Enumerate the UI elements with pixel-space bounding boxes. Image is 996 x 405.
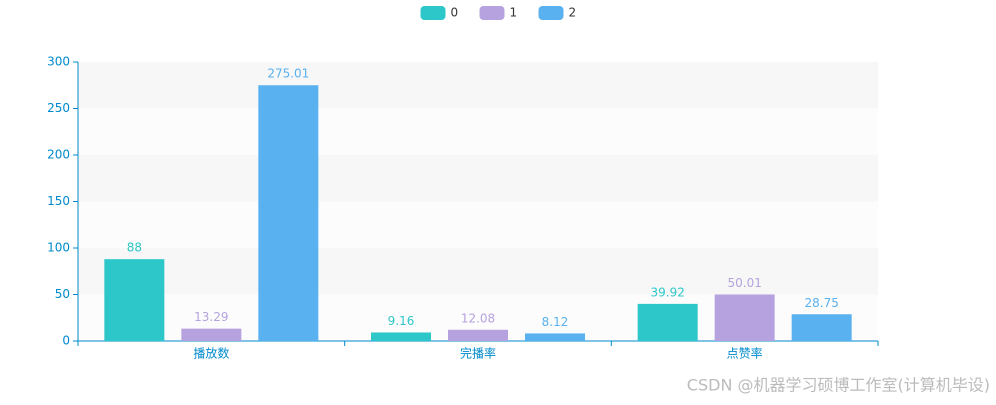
value-label: 13.29 bbox=[194, 310, 228, 324]
y-tick-label: 50 bbox=[55, 287, 70, 301]
value-label: 275.01 bbox=[267, 67, 309, 81]
bar bbox=[258, 85, 319, 342]
bar bbox=[791, 314, 852, 341]
x-tick-label: 播放数 bbox=[193, 346, 229, 361]
legend-swatch[interactable] bbox=[538, 6, 564, 20]
y-tick-label: 300 bbox=[47, 55, 70, 69]
legend-label[interactable]: 1 bbox=[510, 6, 518, 20]
split-area bbox=[78, 201, 878, 248]
bar bbox=[181, 328, 242, 341]
value-label: 28.75 bbox=[804, 296, 838, 310]
bar bbox=[637, 303, 698, 341]
value-label: 8.12 bbox=[542, 315, 569, 329]
value-label: 50.01 bbox=[727, 276, 761, 290]
split-area bbox=[78, 155, 878, 202]
watermark: CSDN @机器学习硕博工作室(计算机毕设) bbox=[687, 376, 990, 395]
y-tick-label: 250 bbox=[47, 101, 70, 115]
bar bbox=[104, 259, 165, 341]
x-tick-label: 完播率 bbox=[460, 346, 496, 361]
legend-swatch[interactable] bbox=[479, 6, 505, 20]
bar bbox=[448, 329, 508, 341]
value-label: 9.16 bbox=[388, 314, 415, 328]
value-label: 12.08 bbox=[461, 311, 495, 325]
split-area bbox=[78, 248, 878, 295]
value-label: 39.92 bbox=[650, 285, 684, 299]
split-area bbox=[78, 62, 878, 109]
y-tick-label: 200 bbox=[47, 148, 70, 162]
legend-label[interactable]: 2 bbox=[569, 6, 577, 20]
bar bbox=[371, 332, 431, 341]
y-tick-label: 150 bbox=[47, 194, 70, 208]
bar bbox=[525, 333, 585, 341]
bar bbox=[714, 294, 775, 341]
y-tick-label: 0 bbox=[62, 334, 70, 348]
y-tick-label: 100 bbox=[47, 241, 70, 255]
value-label: 88 bbox=[127, 241, 142, 255]
x-tick-label: 点赞率 bbox=[727, 346, 763, 361]
legend-swatch[interactable] bbox=[420, 6, 446, 20]
legend-label[interactable]: 0 bbox=[451, 6, 459, 20]
split-area bbox=[78, 108, 878, 155]
